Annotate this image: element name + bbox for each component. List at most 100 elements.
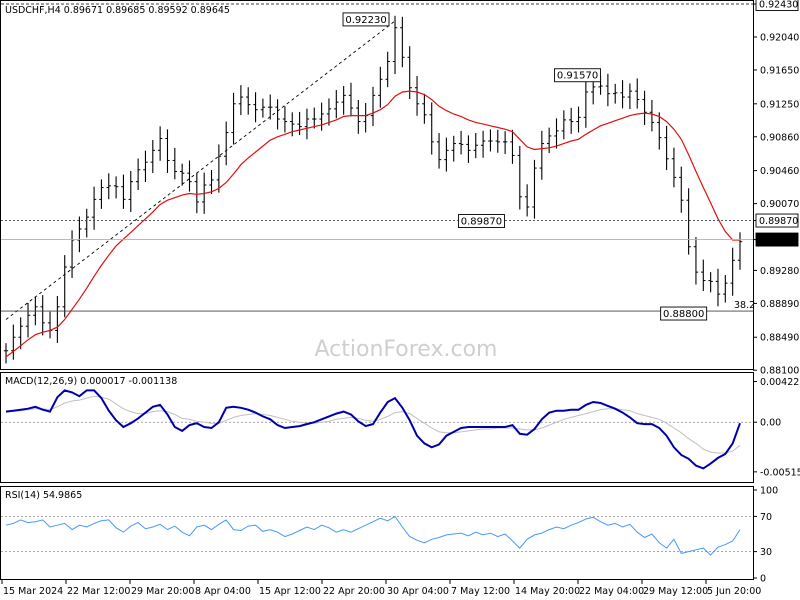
price-bar xyxy=(334,89,339,119)
price-bar xyxy=(693,237,699,285)
price-bar xyxy=(664,125,669,171)
price-bar xyxy=(268,94,273,120)
price-bar xyxy=(466,135,471,163)
svg-text:0.90460: 0.90460 xyxy=(760,166,799,177)
svg-text:70: 70 xyxy=(760,512,772,523)
svg-text:0.89870: 0.89870 xyxy=(461,217,502,228)
macd-pane xyxy=(0,372,754,483)
price-bar xyxy=(312,107,317,129)
price-bar xyxy=(356,100,361,134)
x-tick: 22 Mar 12:00 xyxy=(65,580,130,597)
price-y-tick: 0.91250 xyxy=(753,99,799,110)
x-tick: 30 Apr 04:00 xyxy=(385,580,449,597)
svg-text:100: 100 xyxy=(760,486,778,497)
price-bar xyxy=(77,216,82,253)
price-bar xyxy=(216,144,222,193)
svg-text:0: 0 xyxy=(760,574,766,585)
price-bar xyxy=(84,208,89,238)
price-bar xyxy=(524,184,530,217)
price-bar xyxy=(715,268,721,307)
macd-y-tick: 0.00 xyxy=(753,418,781,429)
price-bar xyxy=(128,171,133,213)
rsi-y-tick: 0 xyxy=(753,574,766,585)
current-price-tag: 0.89645 xyxy=(753,232,799,247)
price-bar xyxy=(642,90,647,125)
price-bar xyxy=(172,147,178,180)
price-bar xyxy=(106,173,111,200)
price-bar xyxy=(304,108,310,140)
price-pane xyxy=(0,0,754,370)
price-bar xyxy=(627,83,633,109)
trendline xyxy=(5,20,396,320)
price-annotation: 0.92230 xyxy=(342,12,390,27)
price-header: USDCHF,H4 0.89671 0.89685 0.89592 0.8964… xyxy=(5,5,230,16)
price-bar xyxy=(282,106,288,133)
price-bar xyxy=(246,87,251,115)
rsi-y-tick: 70 xyxy=(753,512,772,523)
price-y-tick: 0.90860 xyxy=(753,132,799,143)
price-bar xyxy=(25,302,31,338)
x-tick: 7 May 12:00 xyxy=(449,580,510,597)
svg-text:0.004227: 0.004227 xyxy=(760,377,800,388)
price-bar xyxy=(473,132,478,159)
price-bar xyxy=(55,296,60,343)
price-y-tick: 0.91650 xyxy=(753,65,799,76)
price-bar xyxy=(539,130,545,180)
svg-text:0.90070: 0.90070 xyxy=(760,199,799,210)
rsi-pane xyxy=(0,486,754,580)
svg-text:5 Jun 20:00: 5 Jun 20:00 xyxy=(707,586,761,597)
price-bar xyxy=(605,73,611,107)
x-tick: 22 Apr 20:00 xyxy=(321,580,385,597)
price-bar xyxy=(260,98,266,118)
price-bar xyxy=(385,51,390,88)
price-bar xyxy=(480,130,486,158)
svg-text:0.88490: 0.88490 xyxy=(760,333,799,344)
price-bar xyxy=(69,230,75,278)
price-bar xyxy=(488,129,493,152)
price-bar xyxy=(18,317,23,350)
price-bar xyxy=(392,15,398,75)
price-annotation: 0.88800 xyxy=(660,306,708,321)
price-bar xyxy=(341,86,346,115)
svg-text:0.92040: 0.92040 xyxy=(760,32,799,43)
price-bar xyxy=(326,98,332,126)
svg-text:0.88100: 0.88100 xyxy=(760,366,799,377)
svg-text:8 Apr 04:00: 8 Apr 04:00 xyxy=(195,586,251,597)
price-bar xyxy=(737,232,743,270)
svg-text:22 Apr 20:00: 22 Apr 20:00 xyxy=(323,586,385,597)
price-bar xyxy=(297,111,302,136)
svg-text:0.92430: 0.92430 xyxy=(759,0,798,11)
x-tick: 15 Mar 2024 xyxy=(1,580,63,597)
price-bar xyxy=(422,93,427,124)
price-bar xyxy=(62,255,67,318)
price-bar xyxy=(378,66,383,108)
price-bar xyxy=(194,172,200,214)
price-bar xyxy=(429,102,434,155)
price-y-tick: 0.92430 xyxy=(753,0,799,11)
price-bar xyxy=(649,99,655,132)
svg-text:0.89645: 0.89645 xyxy=(759,235,798,246)
price-bar xyxy=(723,275,728,303)
price-annotation: 0.91570 xyxy=(554,68,601,83)
price-annotation: 0.89870 xyxy=(458,214,505,228)
price-bar xyxy=(532,159,537,219)
svg-text:-0.005153: -0.005153 xyxy=(760,467,800,478)
svg-text:29 May 12:00: 29 May 12:00 xyxy=(643,586,708,597)
svg-text:29 Mar 20:00: 29 Mar 20:00 xyxy=(131,586,194,597)
price-bar xyxy=(348,82,354,117)
x-tick: 15 Apr 12:00 xyxy=(257,580,321,597)
x-tick: 22 May 04:00 xyxy=(577,580,644,597)
price-bar xyxy=(561,110,567,140)
rsi-y-tick: 100 xyxy=(753,486,778,497)
macd-line xyxy=(5,389,741,470)
svg-text:7 May 12:00: 7 May 12:00 xyxy=(451,586,510,597)
price-bar xyxy=(11,324,16,360)
price-bar xyxy=(620,80,625,109)
price-bar xyxy=(400,16,405,68)
price-y-tick: 0.90070 xyxy=(753,199,799,210)
fib-label: 38.2 xyxy=(734,300,755,311)
svg-text:0.91570: 0.91570 xyxy=(557,71,598,82)
price-bar xyxy=(113,176,119,199)
price-bar xyxy=(143,150,148,182)
